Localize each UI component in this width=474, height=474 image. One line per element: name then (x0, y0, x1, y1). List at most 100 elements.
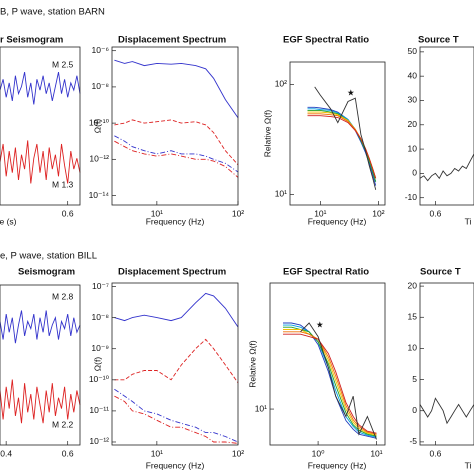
series-line (283, 329, 377, 436)
y-tick-label: 10⁻¹⁴ (89, 190, 110, 200)
y-tick-label: 40 (408, 70, 418, 80)
y-tick-label: 10⁻¹⁰ (89, 117, 110, 127)
x-axis-label: Ti (465, 216, 472, 226)
y-tick-label: 10⁻⁹ (91, 343, 109, 353)
panel-title: Seismogram (18, 267, 75, 278)
axes-frame (0, 284, 81, 446)
y-tick-label: 10¹ (275, 189, 287, 199)
annotation: ★ (347, 87, 355, 97)
series-line (283, 333, 377, 434)
y-tick-label: 10¹ (255, 403, 267, 413)
series-line (114, 395, 239, 444)
y-tick-label: 10⁻⁸ (91, 312, 109, 322)
y-axis-label: Relative Ω(f) (262, 110, 272, 158)
row-heading: B, P wave, station BARN (0, 7, 105, 18)
series-line (114, 292, 239, 328)
axes-frame (111, 282, 239, 446)
y-tick-label: -5 (409, 436, 417, 446)
x-axis-label: Frequency (Hz) (146, 216, 205, 226)
y-axis-label: Ω(f) (92, 357, 102, 372)
y-tick-label: 10 (408, 343, 418, 353)
y-tick-label: 15 (408, 312, 418, 322)
panel-title: Displacement Spectrum (118, 35, 226, 46)
series-line (419, 397, 474, 425)
panel-title: r Seismogram (0, 35, 63, 46)
series-line (114, 119, 239, 166)
x-tick-label: 0.6 (430, 208, 442, 218)
panel-title: Displacement Spectrum (118, 267, 226, 278)
x-tick-label: 10¹ (151, 448, 163, 458)
x-axis-label: Frequency (Hz) (146, 460, 205, 470)
x-tick-label: 0.6 (62, 448, 74, 458)
y-tick-label: 10² (275, 79, 287, 89)
series-line (283, 326, 377, 437)
y-tick-label: 20 (408, 280, 418, 290)
y-tick-label: 0 (412, 405, 417, 415)
panel-title: EGF Spectral Ratio (283, 35, 369, 46)
series-line (0, 140, 81, 184)
x-tick-label: 0.4 (0, 448, 12, 458)
series-line (419, 153, 474, 182)
annotation: M 2.2 (52, 419, 74, 429)
series-line (307, 115, 377, 179)
x-axis-label: e (s) (0, 216, 17, 226)
series-line (114, 338, 239, 384)
y-tick-label: 10⁻¹² (89, 436, 109, 446)
y-tick-label: 10⁻⁷ (92, 281, 109, 291)
series-line (283, 322, 377, 439)
y-tick-label: -10 (405, 192, 418, 202)
y-tick-label: 10⁻⁶ (92, 45, 109, 55)
x-tick-label: 0.6 (62, 208, 74, 218)
series-line (283, 324, 377, 438)
panel-title: EGF Spectral Ratio (283, 267, 369, 278)
y-tick-label: 20 (408, 119, 418, 129)
annotation: M 2.5 (52, 59, 74, 69)
series-line (114, 59, 239, 118)
y-axis-label: Ω(f) (92, 119, 102, 134)
y-axis-label: Relative Ω(f) (247, 340, 257, 388)
x-tick-label: 10² (232, 208, 244, 218)
series-line (307, 111, 377, 179)
y-tick-label: 5 (412, 374, 417, 384)
x-tick-label: 10⁰ (312, 448, 325, 458)
y-tick-label: 10⁻¹¹ (89, 405, 109, 415)
series-line (0, 72, 81, 105)
annotation: ★ (316, 319, 324, 329)
x-tick-label: 0.6 (430, 448, 442, 458)
series-line (283, 331, 377, 435)
axes-frame (419, 282, 474, 446)
x-tick-label: 10¹ (370, 448, 382, 458)
x-tick-label: 10² (372, 208, 384, 218)
row-heading: e, P wave, station BILL (0, 251, 97, 262)
annotation: M 1.3 (52, 179, 74, 189)
y-tick-label: 10⁻¹⁰ (89, 374, 110, 384)
y-tick-label: 50 (408, 46, 418, 56)
y-tick-label: 30 (408, 95, 418, 105)
panel-title: Source T (418, 35, 459, 46)
series-line (0, 310, 81, 344)
axes-frame (0, 46, 81, 206)
series-line (114, 388, 239, 443)
x-tick-label: 10¹ (314, 208, 326, 218)
y-tick-label: 10⁻⁸ (91, 81, 109, 91)
y-tick-label: 0 (412, 168, 417, 178)
axes-frame (111, 46, 239, 206)
series-line (300, 322, 377, 440)
x-tick-label: 10¹ (151, 208, 163, 218)
axes-frame (419, 46, 474, 206)
x-axis-label: Frequency (Hz) (308, 216, 367, 226)
series-line (0, 379, 81, 424)
y-tick-label: 10 (408, 143, 418, 153)
series-line (307, 113, 377, 179)
x-tick-label: 10² (232, 448, 244, 458)
x-axis-label: Frequency (Hz) (308, 460, 367, 470)
axes-frame (289, 61, 386, 206)
y-tick-label: 10⁻¹² (89, 154, 109, 164)
axes-frame (269, 282, 386, 446)
x-axis-label: Ti (465, 460, 472, 470)
annotation: M 2.8 (52, 291, 74, 301)
series-line (114, 135, 239, 173)
series-line (307, 109, 377, 182)
panel-title: Source T (420, 267, 461, 278)
